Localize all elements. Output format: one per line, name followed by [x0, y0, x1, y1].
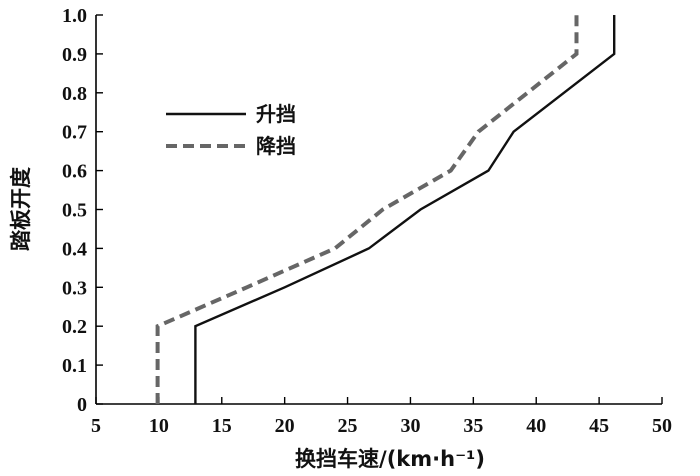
y-tick-label: 0.6	[62, 161, 87, 183]
y-tick-label: 0.1	[62, 355, 87, 377]
y-tick-label: 0	[77, 394, 87, 416]
x-tick-label: 25	[338, 415, 358, 437]
y-tick-label: 0.7	[62, 122, 87, 144]
x-tick-label: 35	[463, 415, 483, 437]
series-layer	[155, 15, 616, 404]
x-tick-label: 5	[91, 415, 101, 437]
axes-layer: 5 10 15 20 25 30 35 40 45 50 0 0.1 0.2 0.3 0.4 0.5 0.6 0.…	[62, 5, 672, 437]
series-line-downshift	[155, 15, 579, 404]
y-tick-label: 0.4	[62, 238, 87, 260]
y-axis-title: 踏板开度	[9, 167, 33, 251]
y-tick-label: 0.9	[62, 44, 87, 66]
y-tick-label: 0.5	[62, 200, 87, 222]
x-tick-label: 20	[275, 415, 295, 437]
x-tick-label: 15	[212, 415, 232, 437]
y-tick-label: 0.8	[62, 83, 87, 105]
x-tick-label: 30	[400, 415, 420, 437]
legend-label: 升挡	[256, 102, 296, 126]
y-tick-label: 0.2	[62, 316, 87, 338]
x-tick-label: 40	[526, 415, 546, 437]
x-tick-label: 45	[589, 415, 609, 437]
legend-label: 降挡	[256, 134, 296, 158]
x-axis-title: 换挡车速/(km·h⁻¹)	[295, 447, 485, 471]
series-line-upshift	[194, 15, 616, 404]
y-tick-label: 0.3	[62, 277, 87, 299]
x-tick-label: 50	[652, 415, 672, 437]
y-tick-label: 1.0	[62, 5, 87, 27]
x-tick-label: 10	[149, 415, 169, 437]
